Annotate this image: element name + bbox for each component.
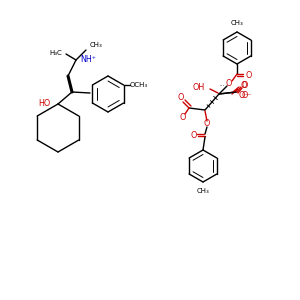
Text: O: O (226, 80, 232, 88)
Text: O: O (204, 119, 210, 128)
Text: O: O (180, 112, 186, 122)
Text: NH⁺: NH⁺ (80, 56, 96, 64)
Text: O: O (241, 82, 247, 91)
Text: O: O (246, 70, 252, 80)
Text: O⁻: O⁻ (239, 91, 249, 100)
Text: OCH₃: OCH₃ (130, 82, 148, 88)
Text: H₃C: H₃C (49, 50, 62, 56)
Text: CH₃: CH₃ (231, 20, 243, 26)
Text: OH: OH (193, 83, 205, 92)
Text: CH₃: CH₃ (196, 188, 209, 194)
Text: O⁻: O⁻ (242, 92, 253, 100)
Text: O: O (191, 130, 197, 140)
Text: HO: HO (38, 98, 50, 107)
Text: CH₃: CH₃ (90, 42, 103, 48)
Text: O: O (241, 80, 247, 89)
Text: ···: ··· (219, 83, 225, 88)
Text: O: O (178, 94, 184, 103)
